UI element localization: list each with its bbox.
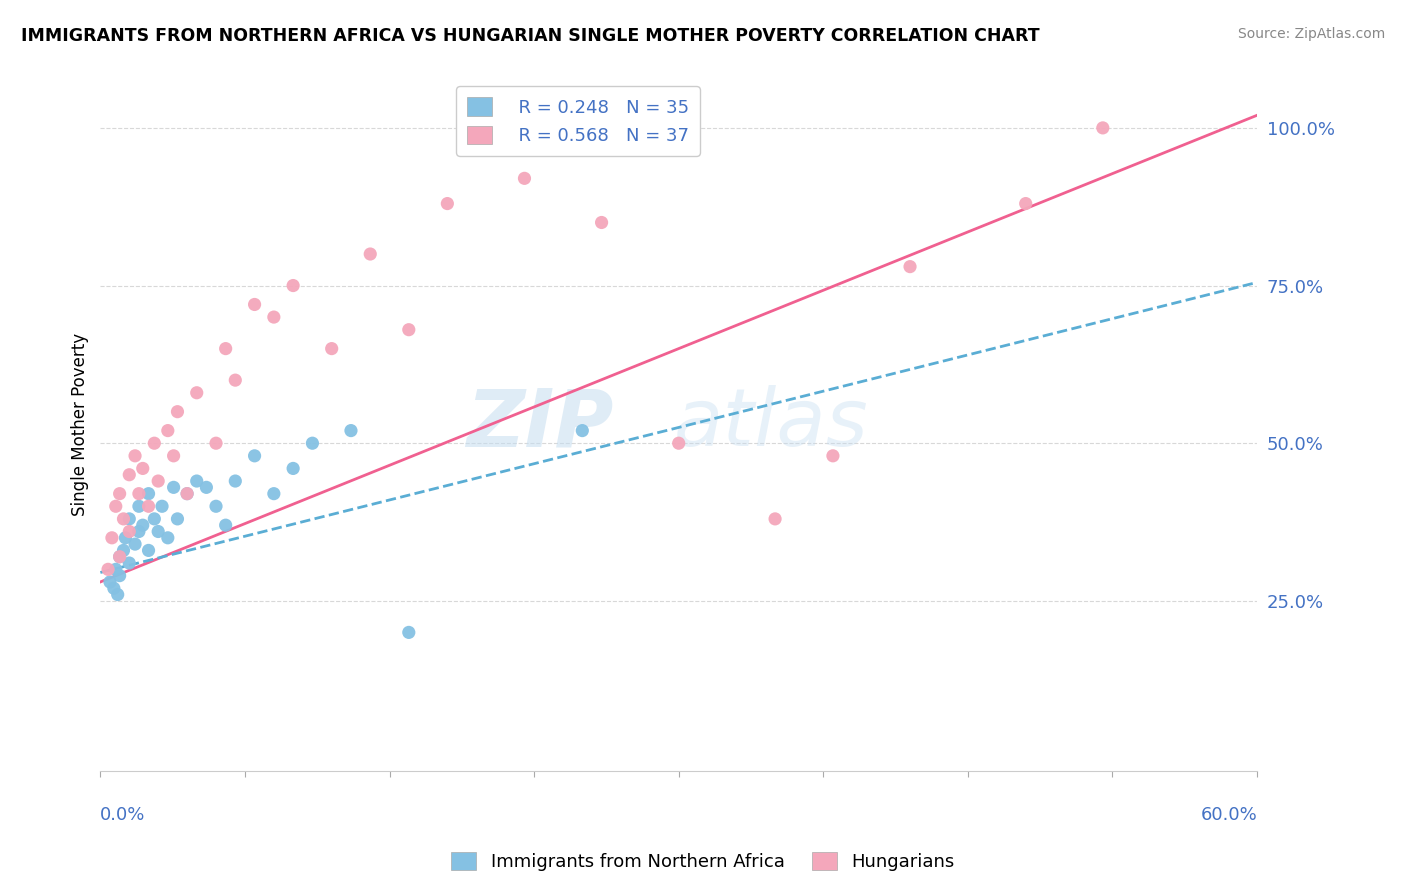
Point — [176, 486, 198, 500]
Point — [321, 342, 343, 356]
Point — [107, 588, 129, 602]
Text: 60.0%: 60.0% — [1201, 805, 1257, 824]
Point — [108, 549, 131, 564]
Point — [150, 500, 173, 514]
Point — [104, 500, 127, 514]
Point — [359, 247, 381, 261]
Text: 0.0%: 0.0% — [100, 805, 146, 824]
Point — [214, 342, 236, 356]
Point — [436, 196, 458, 211]
Y-axis label: Single Mother Poverty: Single Mother Poverty — [72, 333, 89, 516]
Point — [124, 449, 146, 463]
Point — [205, 436, 228, 450]
Point — [97, 562, 120, 576]
Point — [143, 436, 166, 450]
Point — [195, 480, 218, 494]
Point — [398, 323, 420, 337]
Point — [176, 486, 198, 500]
Point — [128, 486, 150, 500]
Point — [103, 581, 125, 595]
Point — [98, 574, 121, 589]
Point — [143, 512, 166, 526]
Point — [112, 543, 135, 558]
Point — [243, 449, 266, 463]
Point — [214, 518, 236, 533]
Legend: Immigrants from Northern Africa, Hungarians: Immigrants from Northern Africa, Hungari… — [444, 845, 962, 879]
Point — [118, 556, 141, 570]
Point — [148, 524, 170, 539]
Point — [263, 486, 285, 500]
Point — [162, 480, 184, 494]
Point — [138, 543, 160, 558]
Point — [108, 549, 131, 564]
Point — [281, 461, 304, 475]
Point — [118, 512, 141, 526]
Point — [114, 531, 136, 545]
Point — [571, 424, 593, 438]
Point — [763, 512, 786, 526]
Point — [166, 405, 188, 419]
Point — [340, 424, 363, 438]
Point — [243, 297, 266, 311]
Point — [118, 524, 141, 539]
Point — [1091, 120, 1114, 135]
Point — [156, 531, 179, 545]
Point — [128, 500, 150, 514]
Point — [124, 537, 146, 551]
Text: Source: ZipAtlas.com: Source: ZipAtlas.com — [1237, 27, 1385, 41]
Point — [281, 278, 304, 293]
Point — [301, 436, 323, 450]
Point — [513, 171, 536, 186]
Point — [821, 449, 844, 463]
Point — [156, 424, 179, 438]
Point — [1015, 196, 1038, 211]
Point — [104, 562, 127, 576]
Text: atlas: atlas — [673, 385, 869, 463]
Point — [128, 524, 150, 539]
Point — [118, 467, 141, 482]
Point — [112, 512, 135, 526]
Point — [108, 568, 131, 582]
Point — [162, 449, 184, 463]
Point — [138, 486, 160, 500]
Point — [263, 310, 285, 324]
Point — [101, 531, 124, 545]
Point — [224, 373, 246, 387]
Text: ZIP: ZIP — [467, 385, 613, 463]
Point — [186, 385, 208, 400]
Point — [224, 474, 246, 488]
Point — [186, 474, 208, 488]
Point — [132, 518, 155, 533]
Point — [205, 500, 228, 514]
Point — [108, 486, 131, 500]
Legend:   R = 0.248   N = 35,   R = 0.568   N = 37: R = 0.248 N = 35, R = 0.568 N = 37 — [457, 87, 700, 156]
Point — [132, 461, 155, 475]
Point — [138, 500, 160, 514]
Point — [148, 474, 170, 488]
Point — [166, 512, 188, 526]
Text: IMMIGRANTS FROM NORTHERN AFRICA VS HUNGARIAN SINGLE MOTHER POVERTY CORRELATION C: IMMIGRANTS FROM NORTHERN AFRICA VS HUNGA… — [21, 27, 1039, 45]
Point — [668, 436, 690, 450]
Point — [591, 215, 613, 229]
Point — [898, 260, 921, 274]
Point — [398, 625, 420, 640]
